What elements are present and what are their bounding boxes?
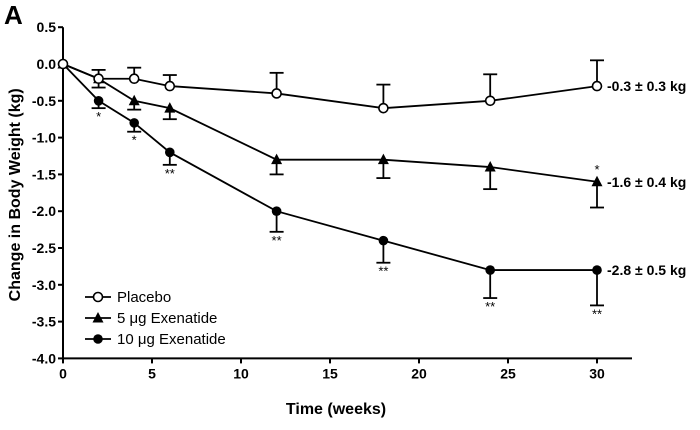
filled-triangle-marker [484, 161, 496, 172]
filled-triangle-marker [92, 312, 104, 323]
legend-item: 5 μg Exenatide [85, 310, 217, 327]
end-value-label: -0.3 ± 0.3 kg [607, 78, 686, 94]
open-circle-marker [484, 95, 496, 107]
legend-label: 10 μg Exenatide [117, 331, 226, 348]
plot-area: *-1.6 ± 0.4 kg********** **-2.8 ± 0.5 kg-… [57, 58, 686, 321]
filled-triangle-marker [128, 94, 140, 106]
x-axis-title: Time (weeks) [286, 401, 386, 418]
filled-circle-marker [271, 206, 282, 216]
series-line [62, 63, 597, 271]
series-10-g-exenatide: ********** **-2.8 ± 0.5 kg [58, 59, 686, 321]
y-tick-label: -2.5 [32, 240, 56, 256]
y-axis-title: Change in Body Weight (kg) [7, 88, 24, 301]
filled-triangle-marker [377, 153, 389, 165]
y-tick-label: -1.0 [32, 130, 56, 146]
series-line [62, 63, 598, 183]
significance-mark: ** [485, 299, 495, 314]
series-placebo: -0.3 ± 0.3 kg [57, 58, 686, 114]
y-tick-label: -1.5 [32, 166, 56, 182]
filled-triangle-marker [271, 153, 283, 165]
y-tick-label: -0.5 [32, 93, 56, 109]
legend-item: 10 μg Exenatide [85, 331, 226, 348]
x-tick-label: 20 [411, 365, 427, 381]
y-tick-label: -3.5 [32, 314, 56, 330]
y-tick-label: 0.5 [37, 19, 57, 35]
legend-label: 5 μg Exenatide [117, 310, 217, 327]
axes: 0.5 0.0 -0.5 -1.0 -1.5 -2.0 -2.5 -3.0 -3.5 -4.00 5… [32, 19, 632, 381]
significance-mark: * [96, 109, 101, 124]
y-tick-label: -4.0 [32, 350, 56, 366]
y-tick-label: -2.0 [32, 203, 56, 219]
x-tick-label: 10 [233, 365, 249, 381]
legend: Placebo 5 μg Exenatide 10 μg Exenatide [85, 289, 226, 348]
series-5-g-exenatide: * -1.6 ± 0.4 kg [57, 58, 686, 209]
x-tick-label: 5 [148, 365, 156, 381]
filled-circle-marker [165, 147, 175, 158]
filled-circle-marker [93, 334, 103, 344]
open-circle-marker [164, 80, 176, 92]
legend-item: Placebo [85, 289, 171, 306]
filled-triangle-marker [591, 175, 603, 187]
significance-mark: ** [165, 166, 175, 181]
open-circle-marker [57, 58, 69, 70]
filled-triangle-marker [164, 102, 176, 113]
open-circle-marker [591, 80, 603, 92]
panel-label: A [4, 0, 23, 30]
end-value-label: -1.6 ± 0.4 kg [607, 174, 686, 190]
filled-circle-marker [485, 265, 496, 275]
significance-mark: * [594, 162, 599, 177]
significance-mark: ** [378, 264, 388, 279]
filled-circle-marker [592, 265, 602, 275]
significance-mark: ** [592, 306, 602, 321]
significance-mark: ** [272, 233, 282, 248]
x-tick-label: 30 [589, 365, 605, 381]
open-circle-marker [92, 291, 104, 303]
open-circle-marker [93, 73, 104, 85]
x-tick-label: 0 [59, 365, 67, 381]
end-value-label: -2.8 ± 0.5 kg [607, 262, 686, 278]
y-tick-label: -3.0 [32, 277, 56, 293]
filled-circle-marker [93, 96, 104, 106]
legend-label: Placebo [117, 289, 171, 306]
open-circle-marker [128, 73, 140, 85]
x-tick-label: 25 [500, 365, 516, 381]
open-circle-marker [378, 102, 389, 114]
significance-mark: * [132, 133, 137, 148]
open-circle-marker [271, 88, 282, 99]
y-tick-label: 0.0 [37, 56, 57, 72]
filled-circle-marker [378, 235, 389, 246]
x-tick-label: 15 [322, 365, 338, 381]
filled-circle-marker [129, 118, 139, 128]
series-line [62, 63, 598, 110]
